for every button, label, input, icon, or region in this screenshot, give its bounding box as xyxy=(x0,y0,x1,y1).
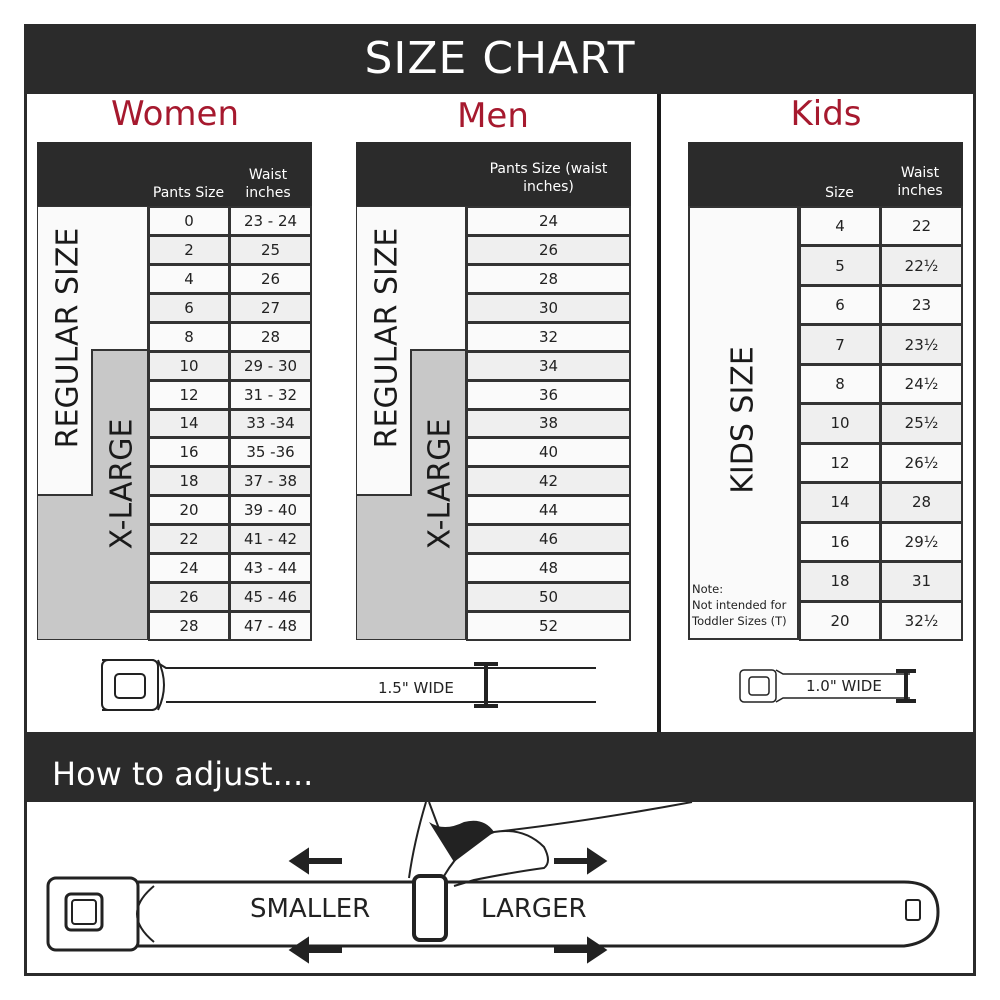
women-waist-cell: 41 - 42 xyxy=(229,524,312,555)
women-pants-size-cell: 0 xyxy=(148,206,230,236)
men-title: Men xyxy=(457,96,529,136)
women-waist-cell: 35 -36 xyxy=(229,437,312,468)
kids-waist-cell: 29½ xyxy=(880,521,963,563)
page-title: SIZE CHART xyxy=(24,24,976,94)
men-pants-size-cell: 44 xyxy=(466,495,631,526)
women-pants-size-cell: 12 xyxy=(148,379,230,410)
men-pants-size-cell: 26 xyxy=(466,234,631,265)
women-pants-size-cell: 8 xyxy=(148,321,230,352)
adjust-illustration xyxy=(46,802,940,964)
kids-size-cell: 6 xyxy=(799,284,881,326)
kids-label: KIDS SIZE xyxy=(725,346,761,494)
arrow-left-top-icon xyxy=(288,847,342,875)
women-waist-cell: 25 xyxy=(229,234,312,265)
women-waist-cell: 23 - 24 xyxy=(229,206,312,236)
men-pants-size-cell: 24 xyxy=(466,206,631,236)
kids-size-cell: 18 xyxy=(799,561,881,602)
kids-waist-cell: 31 xyxy=(880,561,963,602)
kids-size-cell: 16 xyxy=(799,521,881,563)
men-pants-size-cell: 46 xyxy=(466,524,631,555)
men-pants-size-cell: 28 xyxy=(466,263,631,294)
women-col-waist: Waist inches xyxy=(236,166,300,202)
women-pants-size-cell: 20 xyxy=(148,495,230,526)
women-pants-size-cell: 26 xyxy=(148,582,230,613)
women-col-pants-size: Pants Size xyxy=(148,184,229,202)
women-waist-cell: 27 xyxy=(229,292,312,323)
kids-size-cell: 14 xyxy=(799,482,881,523)
kids-size-cell: 5 xyxy=(799,245,881,286)
kids-waist-cell: 25½ xyxy=(880,403,963,444)
women-pants-size-cell: 24 xyxy=(148,553,230,584)
women-pants-size-cell: 16 xyxy=(148,437,230,468)
men-pants-size-cell: 38 xyxy=(466,408,631,439)
kids-col-waist: Waist inches xyxy=(888,164,952,200)
belt-illustration-1-5 xyxy=(101,659,596,711)
belt-width-1-5: 1.5" WIDE xyxy=(378,679,454,697)
kids-size-cell: 4 xyxy=(799,206,881,247)
kids-waist-cell: 23½ xyxy=(880,324,963,365)
men-size-band xyxy=(356,206,466,640)
women-waist-cell: 43 - 44 xyxy=(229,553,312,584)
women-waist-cell: 45 - 46 xyxy=(229,582,312,613)
men-pants-size-cell: 36 xyxy=(466,379,631,410)
column-divider xyxy=(657,94,661,734)
women-title: Women xyxy=(110,94,239,134)
men-regular-label: REGULAR SIZE xyxy=(369,227,405,449)
kids-col-size: Size xyxy=(799,184,880,202)
kids-size-cell: 8 xyxy=(799,363,881,405)
women-waist-cell: 31 - 32 xyxy=(229,379,312,410)
adjust-title: How to adjust.... xyxy=(24,732,976,802)
kids-waist-cell: 32½ xyxy=(880,600,963,641)
women-pants-size-cell: 14 xyxy=(148,408,230,439)
men-pants-size-cell: 52 xyxy=(466,611,631,641)
women-pants-size-cell: 6 xyxy=(148,292,230,323)
belt-illustration-1-0 xyxy=(739,669,916,703)
women-waist-cell: 47 - 48 xyxy=(229,611,312,641)
women-size-band xyxy=(37,206,148,640)
women-pants-size-cell: 2 xyxy=(148,234,230,265)
women-regular-label: REGULAR SIZE xyxy=(50,227,86,449)
women-waist-cell: 33 -34 xyxy=(229,408,312,439)
kids-waist-cell: 28 xyxy=(880,482,963,523)
men-pants-size-cell: 30 xyxy=(466,292,631,323)
men-pants-size-cell: 34 xyxy=(466,350,631,381)
men-pants-size-cell: 32 xyxy=(466,321,631,352)
women-pants-size-cell: 22 xyxy=(148,524,230,555)
women-pants-size-cell: 10 xyxy=(148,350,230,381)
kids-title: Kids xyxy=(790,94,862,134)
kids-size-cell: 12 xyxy=(799,442,881,484)
men-pants-size-cell: 50 xyxy=(466,582,631,613)
women-pants-size-cell: 4 xyxy=(148,263,230,294)
kids-size-cell: 7 xyxy=(799,324,881,365)
arrow-right-top-icon xyxy=(554,847,608,875)
kids-size-cell: 10 xyxy=(799,403,881,444)
smaller-label: SMALLER xyxy=(250,894,371,924)
women-xl-label: X-LARGE xyxy=(104,418,140,550)
arrow-left-bottom-icon xyxy=(288,936,342,964)
belt-width-1-0: 1.0" WIDE xyxy=(806,677,882,695)
kids-waist-cell: 23 xyxy=(880,284,963,326)
kids-waist-cell: 26½ xyxy=(880,442,963,484)
kids-waist-cell: 24½ xyxy=(880,363,963,405)
arrow-right-bottom-icon xyxy=(554,936,608,964)
men-xl-label: X-LARGE xyxy=(422,418,458,550)
women-waist-cell: 26 xyxy=(229,263,312,294)
men-pants-size-cell: 42 xyxy=(466,466,631,497)
women-pants-size-cell: 28 xyxy=(148,611,230,641)
men-pants-size-cell: 48 xyxy=(466,553,631,584)
kids-size-band xyxy=(688,206,799,640)
larger-label: LARGER xyxy=(481,894,587,924)
kids-waist-cell: 22 xyxy=(880,206,963,247)
women-waist-cell: 39 - 40 xyxy=(229,495,312,526)
women-pants-size-cell: 18 xyxy=(148,466,230,497)
women-waist-cell: 37 - 38 xyxy=(229,466,312,497)
kids-waist-cell: 22½ xyxy=(880,245,963,286)
men-pants-size-cell: 40 xyxy=(466,437,631,468)
men-col-pants-size: Pants Size (waist inches) xyxy=(476,160,621,196)
women-waist-cell: 28 xyxy=(229,321,312,352)
kids-note-body: Not intended for Toddler Sizes (T) xyxy=(692,598,787,628)
women-waist-cell: 29 - 30 xyxy=(229,350,312,381)
kids-size-cell: 20 xyxy=(799,600,881,641)
kids-note-title: Note: xyxy=(692,582,724,596)
